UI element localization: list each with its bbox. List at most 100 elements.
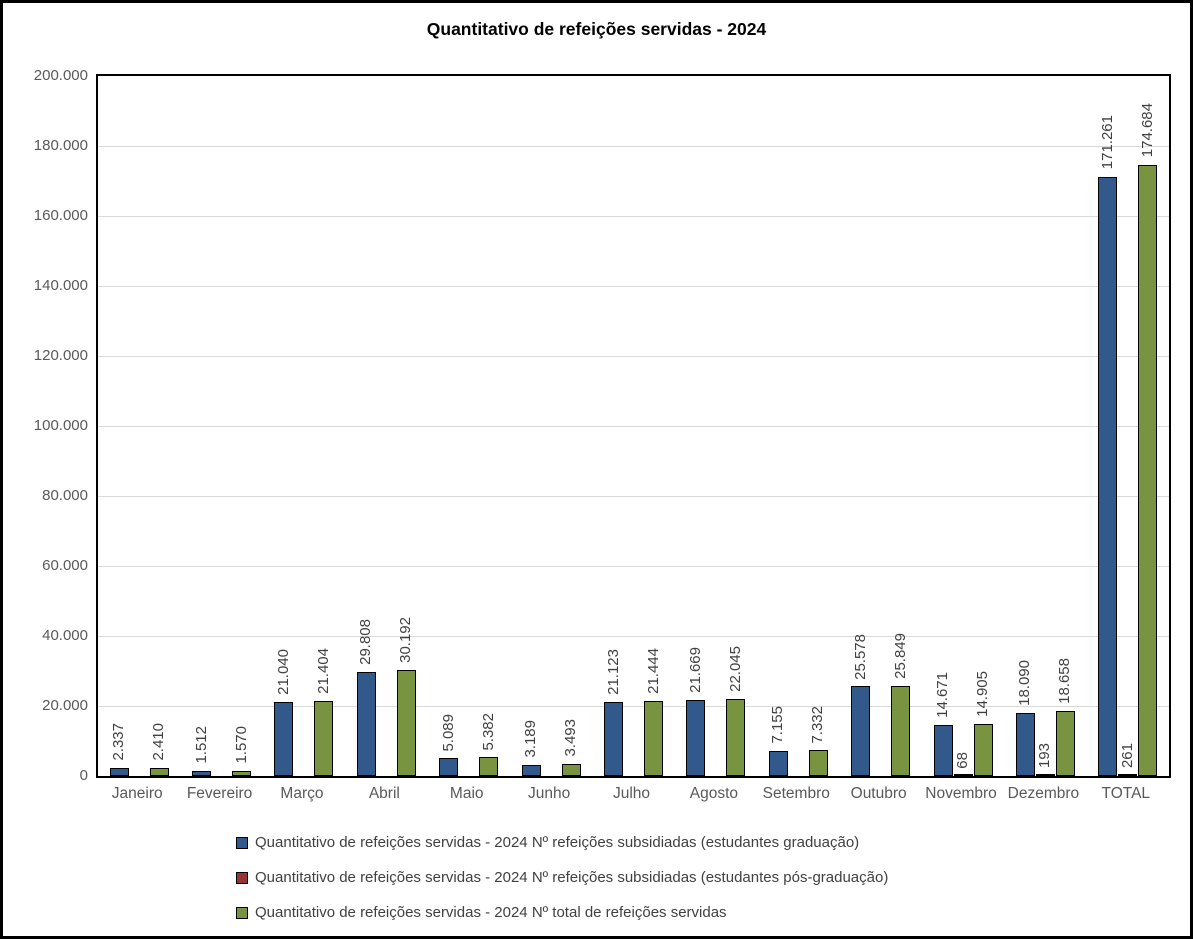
bar [521, 764, 541, 776]
gridline [98, 566, 1169, 567]
bar-value-label: 1.570 [232, 725, 250, 764]
gridline [98, 706, 1169, 707]
x-tick-label: Março [280, 785, 324, 802]
bar-value-label: 5.382 [479, 712, 497, 751]
x-tick-label: Fevereiro [186, 785, 253, 802]
gridline [98, 146, 1169, 147]
legend: Quantitativo de refeições servidas - 202… [236, 834, 888, 936]
bar-value-label: 18.658 [1056, 657, 1074, 704]
x-tick-label: TOTAL [1101, 785, 1151, 802]
bar [604, 702, 623, 776]
y-tick-label: 100.000 [33, 417, 88, 434]
bar-value-label: 21.404 [314, 648, 332, 695]
bar-value-label: 22.045 [726, 645, 744, 692]
x-tick-label: Maio [449, 785, 484, 802]
bar-value-label: 21.444 [644, 648, 662, 694]
x-tick-label: Julho [612, 785, 651, 802]
bar [479, 757, 499, 776]
gridline [98, 426, 1169, 427]
bar [1055, 710, 1075, 776]
legend-swatch [236, 906, 248, 919]
bar-value-label: 261 [1118, 743, 1136, 769]
x-tick-label: Setembro [762, 785, 830, 802]
bar [953, 774, 973, 776]
y-tick-label: 140.000 [33, 277, 88, 294]
bar-value-label: 25.578 [851, 633, 869, 680]
x-tick-label: Novembro [925, 785, 997, 802]
gridline [98, 356, 1169, 357]
bar [644, 700, 663, 776]
bar-value-label: 171.261 [1098, 115, 1116, 170]
bar [973, 723, 993, 776]
bar-value-label: 30.192 [397, 617, 415, 664]
bar [149, 767, 169, 776]
bar [396, 670, 416, 776]
bar [851, 686, 871, 776]
bar-value-label: 7.155 [769, 706, 787, 744]
bar [726, 698, 746, 776]
bar [768, 750, 788, 776]
bar-value-label: 7.332 [809, 705, 827, 744]
bar [1035, 774, 1055, 776]
bar-value-label: 174.684 [1138, 103, 1156, 158]
bar [109, 767, 129, 776]
bar [232, 770, 252, 776]
bar [1138, 164, 1158, 776]
y-tick-label: 60.000 [42, 557, 88, 574]
bar [192, 770, 212, 776]
y-tick-label: 40.000 [42, 627, 88, 644]
bar [439, 758, 459, 776]
bar [808, 750, 828, 776]
y-tick-label: 160.000 [33, 207, 88, 224]
bar [314, 701, 334, 776]
bar-value-label: 5.089 [439, 713, 457, 752]
bar-value-label: 29.808 [357, 618, 375, 665]
bar-value-label: 25.849 [891, 632, 909, 679]
bar [274, 702, 294, 776]
bar-value-label: 1.512 [192, 726, 210, 764]
y-tick-label: 80.000 [42, 487, 88, 504]
y-tick-label: 120.000 [33, 347, 88, 364]
bar-value-label: 21.669 [686, 647, 704, 694]
x-tick-label: Agosto [689, 785, 739, 802]
legend-label: Quantitativo de refeições servidas - 202… [255, 904, 727, 921]
gridline [98, 286, 1169, 287]
bar-value-label: 14.671 [934, 671, 952, 718]
legend-item: Quantitativo de refeições servidas - 202… [236, 834, 888, 851]
bar [1015, 712, 1035, 776]
y-axis: 0 20.000 40.000 60.000 80.000 100.000 120.000 1… [3, 67, 88, 784]
bar [1118, 774, 1138, 776]
bar-value-label: 193 [1036, 743, 1054, 769]
bar [356, 671, 376, 776]
y-tick-label: 200.000 [33, 67, 88, 84]
bar [561, 763, 581, 776]
gridline [98, 496, 1169, 497]
y-tick-label: 0 [79, 767, 88, 784]
bar-value-label: 21.123 [604, 649, 622, 696]
x-tick-label: Abril [368, 785, 400, 802]
legend-swatch [236, 871, 248, 884]
legend-item: Quantitativo de refeições servidas - 202… [236, 869, 888, 886]
bar-value-label: 18.090 [1016, 659, 1034, 706]
bar-value-label: 21.040 [274, 649, 292, 696]
x-tick-label: Janeiro [111, 785, 163, 802]
gridline [98, 636, 1169, 637]
y-tick-label: 180.000 [33, 137, 88, 154]
legend-label: Quantitativo de refeições servidas - 202… [255, 869, 889, 886]
bar [686, 700, 706, 776]
bar-value-label: 3.493 [562, 719, 580, 757]
plot-area: 2.337 2.410 1.512 1.570 21.040 21.404 29.808 30… [96, 74, 1171, 778]
x-tick-label: Junho [527, 785, 571, 802]
bar [1098, 176, 1118, 776]
bar-value-label: 14.905 [974, 670, 992, 717]
bar-value-label: 3.189 [522, 720, 540, 758]
legend-item: Quantitativo de refeições servidas - 202… [236, 904, 888, 921]
x-axis: Janeiro Fevereiro Março Abril Maio Junho Julho… [96, 785, 1171, 811]
x-tick-label: Outubro [850, 785, 907, 802]
gridline [98, 216, 1169, 217]
bar-value-label: 2.410 [150, 723, 168, 761]
bar-value-label: 2.337 [110, 723, 128, 761]
y-tick-label: 20.000 [42, 697, 88, 714]
legend-label: Quantitativo de refeições servidas - 202… [255, 834, 860, 851]
